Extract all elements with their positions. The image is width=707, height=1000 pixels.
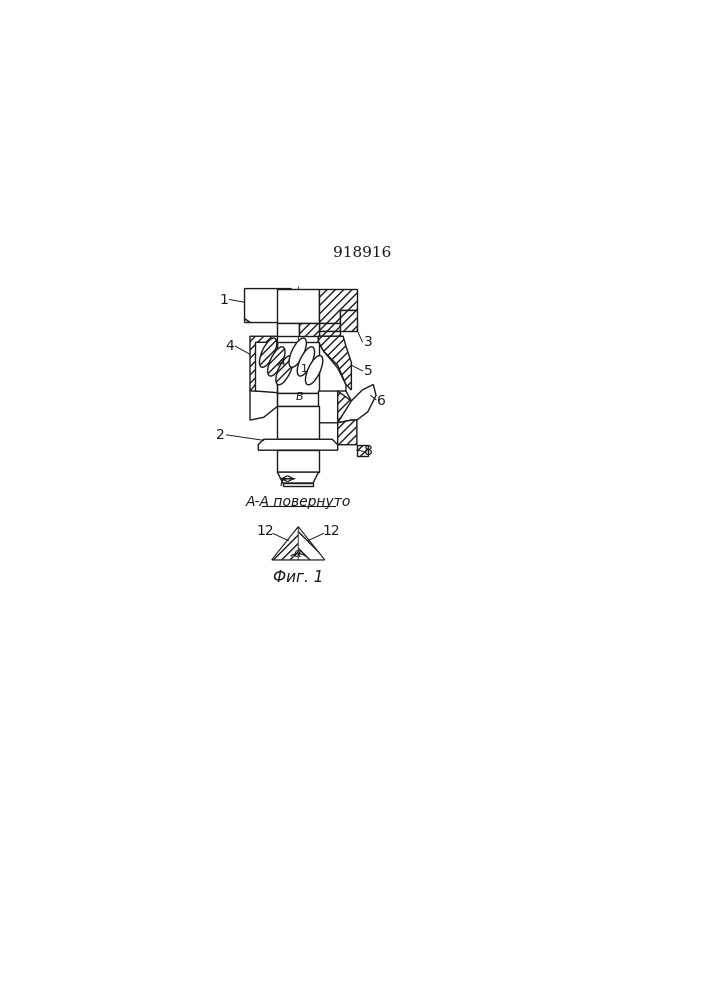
Bar [277, 393, 319, 406]
Polygon shape [245, 319, 250, 323]
Text: 5: 5 [363, 364, 372, 378]
Text: 1: 1 [301, 364, 308, 374]
Text: В: В [296, 392, 303, 402]
Polygon shape [338, 391, 357, 423]
Bar [277, 323, 299, 336]
Text: А-А повернуто: А-А повернуто [245, 495, 351, 509]
Text: 12: 12 [257, 524, 274, 538]
Ellipse shape [297, 347, 315, 376]
Text: Фиг. 1: Фиг. 1 [273, 570, 324, 585]
Polygon shape [338, 384, 376, 423]
Bar [277, 342, 319, 393]
Bar [277, 406, 319, 439]
Text: 1: 1 [220, 293, 228, 307]
Polygon shape [258, 439, 338, 450]
Bar [277, 450, 319, 472]
Polygon shape [277, 472, 319, 483]
Ellipse shape [276, 356, 293, 385]
Text: 2: 2 [216, 428, 224, 442]
Text: $\alpha$: $\alpha$ [293, 547, 303, 560]
Text: 6: 6 [377, 394, 386, 408]
Polygon shape [272, 527, 325, 560]
Polygon shape [272, 527, 298, 560]
Text: 8: 8 [365, 444, 373, 458]
Ellipse shape [259, 338, 276, 367]
Ellipse shape [268, 347, 285, 376]
Text: 12: 12 [322, 524, 340, 538]
Text: 3: 3 [363, 335, 372, 349]
Polygon shape [250, 391, 277, 420]
Ellipse shape [305, 356, 323, 385]
Bar [299, 323, 319, 336]
Polygon shape [319, 289, 357, 323]
Polygon shape [341, 310, 357, 331]
Polygon shape [319, 336, 351, 390]
Polygon shape [319, 323, 341, 331]
Ellipse shape [289, 338, 306, 367]
Polygon shape [319, 331, 341, 336]
Polygon shape [250, 336, 277, 391]
Polygon shape [255, 342, 277, 393]
Polygon shape [319, 391, 351, 423]
Bar [283, 483, 313, 486]
Polygon shape [245, 289, 291, 323]
Text: 4: 4 [226, 339, 234, 353]
Polygon shape [298, 527, 325, 560]
Text: А: А [278, 358, 286, 368]
Polygon shape [357, 445, 368, 456]
Polygon shape [338, 420, 357, 445]
Text: 918916: 918916 [333, 246, 392, 260]
Text: $r$: $r$ [279, 476, 287, 489]
Polygon shape [319, 336, 346, 393]
Bar [277, 289, 319, 323]
